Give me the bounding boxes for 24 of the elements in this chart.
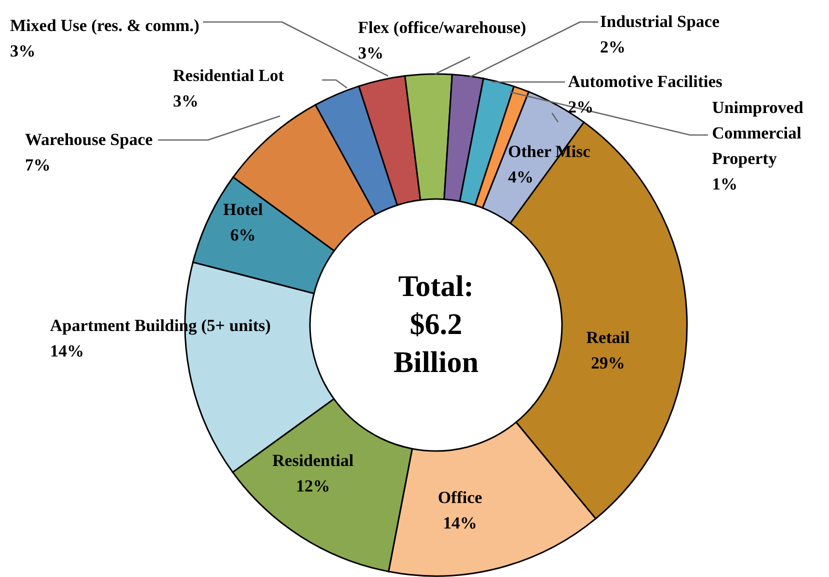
- data-label: 2%: [600, 38, 626, 56]
- data-label: 14%: [50, 342, 84, 360]
- slice-label: Unimproved Commercial Property: [712, 98, 804, 168]
- data-label: 7%: [25, 156, 50, 174]
- text: Total: $6.2 Billion: [393, 270, 479, 379]
- data-label: 3%: [173, 92, 198, 110]
- slice-label: Retail: [586, 328, 630, 347]
- data-label: 4%: [508, 168, 534, 186]
- data-label: 12%: [296, 476, 330, 496]
- data-label: 3%: [10, 42, 36, 60]
- slice-label: Residential: [272, 451, 354, 470]
- slice-label: Automotive Facilities: [568, 72, 723, 91]
- data-label: 29%: [591, 354, 625, 372]
- slice-label: Residential Lot: [173, 66, 284, 85]
- data-label: 3%: [358, 44, 384, 62]
- data-label: 6%: [230, 226, 256, 244]
- slice-label: Industrial Space: [600, 12, 720, 31]
- slice-label: Warehouse Space: [25, 130, 154, 149]
- data-label: 14%: [443, 514, 477, 532]
- slice-label: Flex (office/warehouse): [358, 18, 526, 37]
- data-label: 1%: [712, 174, 738, 194]
- slice-label: Hotel: [223, 200, 264, 219]
- slice-label: Mixed Use (res. & comm.): [10, 16, 200, 35]
- slice-label: Office: [438, 488, 483, 507]
